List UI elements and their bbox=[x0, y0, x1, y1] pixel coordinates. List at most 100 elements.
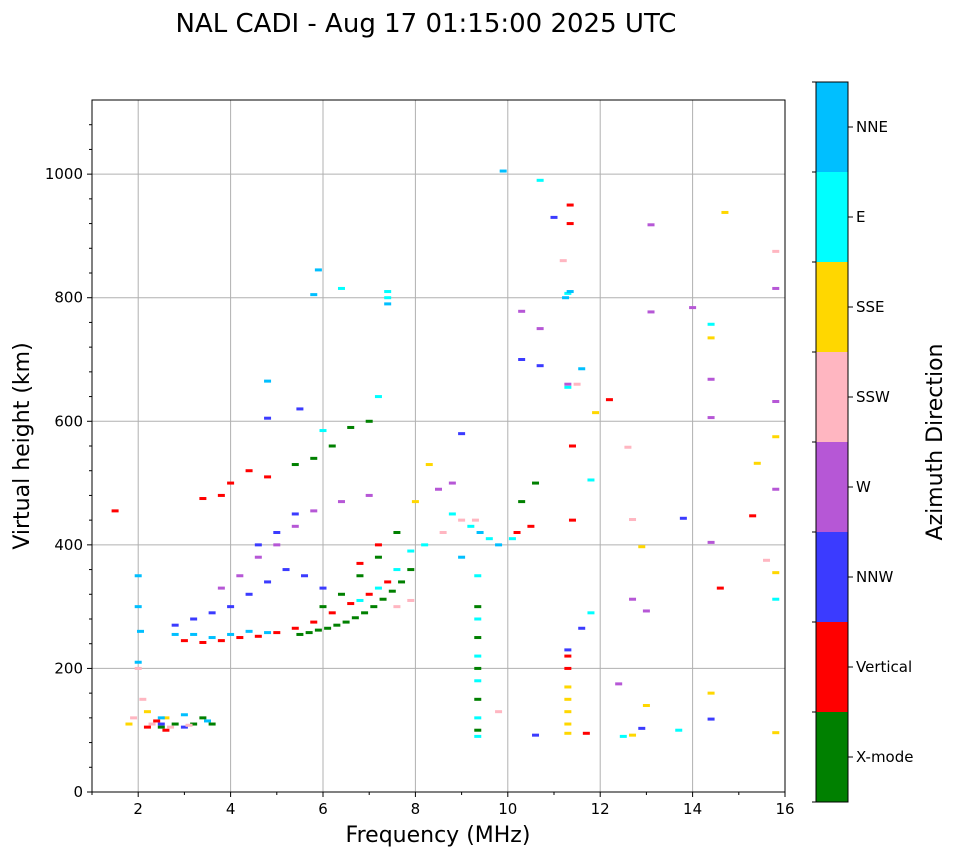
colorbar-tick-label: SSE bbox=[856, 298, 885, 316]
data-point-ssw bbox=[559, 259, 567, 263]
data-point-vertical bbox=[143, 725, 151, 729]
y-tick-label: 1000 bbox=[45, 165, 83, 183]
data-point-vertical bbox=[347, 602, 355, 606]
data-point-w bbox=[564, 382, 572, 386]
colorbar-tick-label: NNE bbox=[856, 118, 888, 136]
data-point-ssw bbox=[471, 518, 479, 522]
data-point-sse bbox=[425, 463, 433, 467]
data-point-sse bbox=[564, 697, 572, 701]
data-point-w bbox=[707, 377, 715, 381]
data-point-sse bbox=[564, 710, 572, 714]
data-point-ssw bbox=[458, 518, 466, 522]
data-point-w bbox=[518, 309, 526, 313]
colorbar-segment-w bbox=[816, 442, 848, 532]
data-point-nne bbox=[204, 719, 211, 723]
data-point-e bbox=[407, 549, 415, 553]
colorbar-segment-ssw bbox=[816, 352, 848, 442]
data-point-e bbox=[485, 537, 493, 541]
data-point-x-mode bbox=[199, 716, 207, 720]
x-tick-label: 14 bbox=[683, 800, 702, 818]
chart-title: NAL CADI - Aug 17 01:15:00 2025 UTC bbox=[176, 9, 677, 39]
data-point-e bbox=[337, 286, 345, 290]
y-axis-ticks: 0 200 400 600 800 1000 bbox=[45, 124, 92, 801]
data-point-vertical bbox=[291, 626, 299, 630]
data-point-x-mode bbox=[474, 697, 482, 701]
data-point-nne bbox=[227, 632, 235, 636]
data-point-sse bbox=[629, 733, 637, 737]
data-point-sse bbox=[125, 722, 133, 726]
data-point-e bbox=[467, 524, 475, 528]
colorbar-tick-label: W bbox=[856, 478, 871, 496]
colorbar: X-mode Vertical NNW W SSW SSE E NNE bbox=[812, 81, 913, 803]
data-point-sse bbox=[162, 716, 170, 720]
data-point-x-mode bbox=[190, 722, 198, 726]
data-point-x-mode bbox=[347, 425, 355, 429]
data-point-nnw bbox=[319, 586, 327, 590]
data-point-w bbox=[291, 524, 299, 528]
data-point-vertical bbox=[236, 636, 244, 640]
data-point-e bbox=[474, 617, 482, 621]
data-point-vertical bbox=[199, 640, 207, 644]
data-point-vertical bbox=[328, 611, 336, 615]
data-point-nne bbox=[458, 555, 466, 559]
data-point-x-mode bbox=[518, 500, 526, 504]
data-point-x-mode bbox=[305, 631, 313, 635]
colorbar-label: Azimuth Direction bbox=[923, 343, 948, 540]
data-point-ssw bbox=[573, 382, 581, 386]
data-point-nne bbox=[499, 169, 507, 173]
data-point-e bbox=[474, 574, 482, 578]
data-point-x-mode bbox=[474, 666, 482, 670]
data-point-x-mode bbox=[474, 636, 482, 640]
data-point-nne bbox=[264, 379, 272, 383]
data-point-nne bbox=[314, 268, 322, 272]
data-point-nnw bbox=[264, 580, 272, 584]
data-point-ssw bbox=[134, 666, 142, 670]
data-point-vertical bbox=[254, 634, 262, 638]
data-point-x-mode bbox=[356, 574, 364, 578]
data-point-nnw bbox=[518, 358, 526, 361]
data-point-ssw bbox=[407, 598, 415, 602]
data-point-w bbox=[642, 609, 650, 613]
data-point-nnw bbox=[301, 574, 309, 578]
data-point-nnw bbox=[291, 512, 299, 516]
data-point-e bbox=[448, 512, 456, 516]
data-point-nnw bbox=[264, 416, 272, 420]
data-point-e bbox=[707, 322, 715, 326]
data-point-nnw bbox=[638, 726, 646, 730]
data-point-nnw bbox=[227, 605, 235, 609]
data-point-vertical bbox=[180, 639, 188, 643]
data-point-x-mode bbox=[374, 555, 382, 559]
data-point-x-mode bbox=[351, 616, 359, 620]
data-point-e bbox=[374, 586, 382, 590]
colorbar-segment-vertical bbox=[816, 622, 848, 712]
data-point-vertical bbox=[384, 580, 392, 584]
data-point-w bbox=[647, 310, 655, 314]
x-tick-label: 6 bbox=[318, 800, 328, 818]
data-point-vertical bbox=[310, 620, 318, 624]
data-point-w bbox=[365, 493, 373, 497]
data-point-sse bbox=[707, 691, 715, 695]
y-tick-label: 200 bbox=[54, 659, 83, 677]
data-point-sse bbox=[592, 411, 600, 415]
data-point-w bbox=[707, 416, 715, 420]
data-point-nne bbox=[310, 293, 318, 297]
data-point-nnw bbox=[532, 733, 540, 737]
data-point-vertical bbox=[199, 497, 207, 501]
data-point-sse bbox=[772, 571, 780, 575]
data-point-e bbox=[474, 716, 482, 720]
data-point-nnw bbox=[273, 531, 281, 534]
data-point-vertical bbox=[227, 481, 235, 485]
data-point-vertical bbox=[749, 514, 757, 518]
colorbar-tick-label: E bbox=[856, 208, 865, 226]
data-point-sse bbox=[772, 731, 780, 735]
data-point-vertical bbox=[564, 654, 572, 658]
data-point-x-mode bbox=[333, 623, 341, 627]
data-point-ssw bbox=[130, 716, 138, 720]
data-point-sse bbox=[564, 731, 572, 735]
data-point-x-mode bbox=[171, 722, 179, 726]
x-tick-label: 10 bbox=[498, 800, 517, 818]
data-point-ssw bbox=[495, 710, 503, 714]
data-point-x-mode bbox=[157, 725, 165, 729]
data-point-vertical bbox=[356, 561, 364, 565]
